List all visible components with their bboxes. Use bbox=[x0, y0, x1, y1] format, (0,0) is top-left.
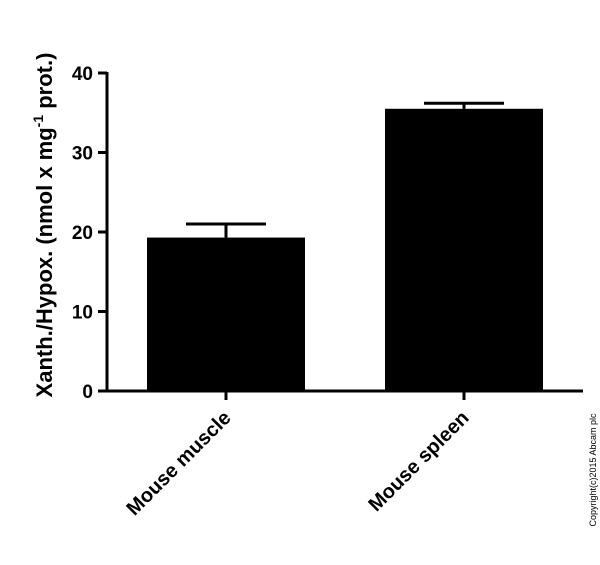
y-tick-label: 10 bbox=[72, 303, 93, 324]
y-axis-label: Xanth./Hypox. (nmol x mg-1 prot.) bbox=[30, 53, 57, 398]
bar bbox=[147, 237, 305, 391]
x-tick-label: Mouse muscle bbox=[123, 407, 236, 520]
y-tick-label: 0 bbox=[82, 382, 93, 403]
y-tick-label: 20 bbox=[72, 223, 93, 244]
y-label-superscript: -1 bbox=[30, 115, 46, 128]
x-tick-label: Mouse spleen bbox=[364, 407, 473, 516]
y-tick-label: 30 bbox=[72, 144, 93, 165]
y-label-text: Xanth./Hypox. (nmol x mg bbox=[32, 127, 57, 397]
copyright: Copyright(c)2015 Abcam plc bbox=[588, 413, 598, 527]
bar bbox=[385, 108, 543, 392]
y-tick-label: 40 bbox=[72, 64, 93, 85]
y-label-text: prot.) bbox=[32, 53, 57, 115]
